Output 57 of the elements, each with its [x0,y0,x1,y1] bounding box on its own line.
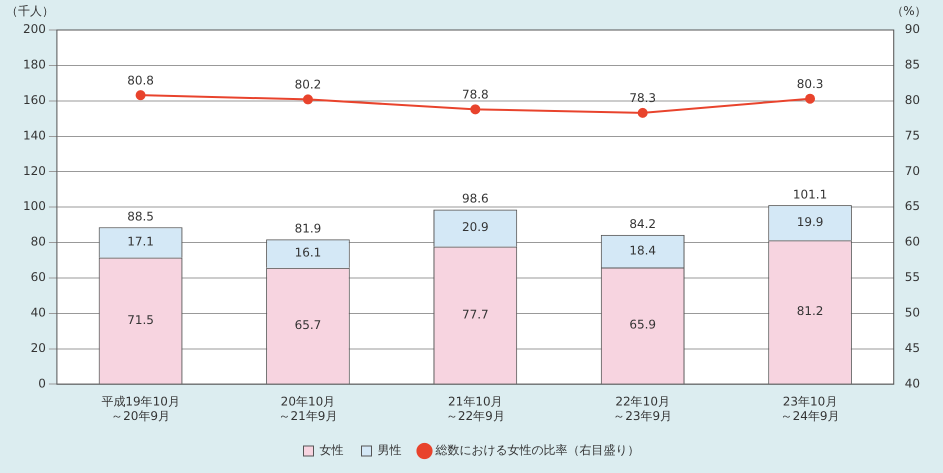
y2-tick-label: 90 [904,22,920,36]
y-tick-label: 180 [23,58,46,72]
y-tick-label: 20 [30,340,46,355]
data-label: 78.3 [629,91,656,106]
y2-tick-label: 75 [904,128,920,142]
y-tick-label: 160 [23,92,46,107]
legend-label: 総数における女性の比率（右目盛り） [434,443,640,458]
y2-tick-label: 45 [904,340,920,355]
total-label: 88.5 [127,209,154,224]
total-label: 81.9 [294,221,322,236]
data-label: 78.8 [462,87,489,102]
y2-tick-label: 80 [904,92,920,107]
legend-label: 男性 [378,443,402,458]
data-label: 65.9 [629,318,656,332]
point [302,94,313,104]
x-tick-label: 21年10月～22年9月 [446,394,505,423]
y2-axis-title: （%） [891,4,927,18]
data-label: 65.7 [294,318,322,332]
y-tick-label: 0 [38,376,46,390]
point [805,94,816,104]
total-label: 98.6 [462,192,489,206]
data-label: 80.3 [796,76,824,91]
y-axis-title: （千人） [6,4,54,18]
y2-tick-label: 65 [904,199,920,214]
data-label: 16.1 [294,246,322,260]
x-tick-label: 平成19年10月～20年9月 [101,394,180,423]
y-tick-label: 140 [23,128,46,142]
y2-tick-label: 50 [904,305,920,320]
y-tick-label: 200 [23,22,46,36]
legend-label: 女性 [320,443,344,458]
y-tick-label: 120 [23,164,46,178]
point [470,104,480,114]
y2-tick-label: 55 [904,270,920,284]
y-tick-label: 100 [23,199,46,214]
x-tick-label: 22年10月～23年9月 [613,394,672,423]
y-tick-label: 60 [30,270,46,284]
x-tick-label: 20年10月～21年9月 [278,394,338,423]
data-label: 19.9 [796,214,824,229]
data-label: 71.5 [127,312,154,327]
point [136,90,146,100]
y2-tick-label: 40 [904,376,920,390]
y2-tick-label: 85 [904,58,920,72]
total-label: 101.1 [792,187,828,202]
data-label: 20.9 [462,220,489,234]
data-label: 80.8 [127,73,154,88]
point [638,108,648,118]
y2-tick-label: 70 [904,164,920,178]
data-label: 80.2 [294,78,322,92]
y-tick-label: 40 [30,305,46,320]
data-label: 17.1 [127,234,154,249]
data-label: 77.7 [462,307,489,322]
total-label: 84.2 [629,217,656,232]
x-tick-label: 23年10月～24年9月 [780,394,840,423]
data-label: 18.4 [629,243,656,258]
y-tick-label: 80 [30,234,46,249]
data-label: 81.2 [796,304,824,318]
y2-tick-label: 60 [904,234,920,249]
